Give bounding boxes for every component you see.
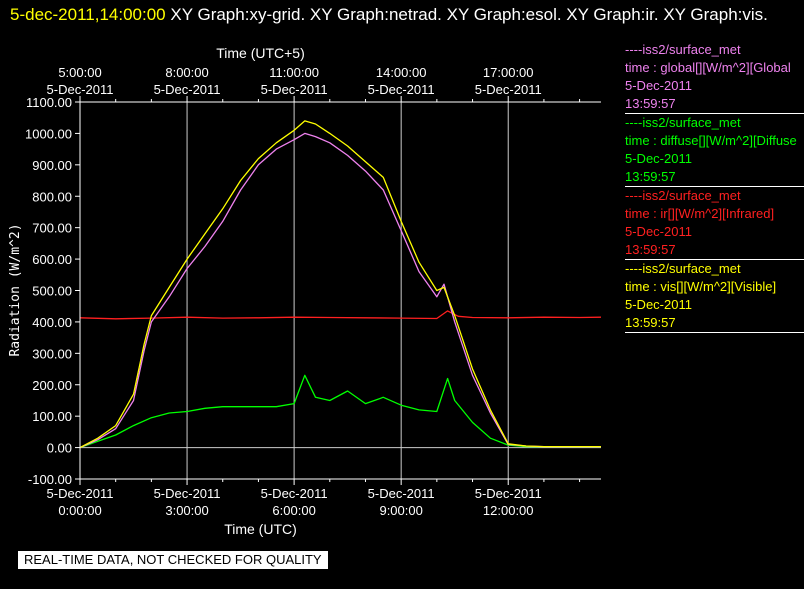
series-line-ir [79,310,602,320]
chart-labels: 1100.00 1000.00 900.00 800.00 700.00 600.00 50… [8,45,542,537]
x-tick-label-time: 9:00:00 [379,503,422,518]
legend-time: 13:59:57 [625,169,676,184]
x-tick-label-date: 5-Dec-2011 [475,486,542,501]
disclaimer: REAL-TIME DATA, NOT CHECKED FOR QUALITY [18,551,328,569]
y-tick-label: 0.00 [47,441,72,456]
legend-source: ----iss2/surface_met [625,188,741,203]
series-line-diffuse [79,374,601,449]
legend-date: 5-Dec-2011 [625,224,692,239]
top-tick-label-time: 11:00:00 [269,65,319,80]
legend-separator [625,259,804,260]
y-tick-label: 200.00 [32,378,72,393]
x-tick-label-time: 0:00:00 [58,503,101,518]
y-tick-label: 800.00 [32,189,72,204]
legend-variable: time : ir[][W/m^2][Infrared] [625,206,775,221]
chart-axes [75,96,601,485]
y-tick-label: 1000.00 [25,126,72,141]
top-tick-label-date: 5-Dec-2011 [475,82,542,97]
x-tick-label-time: 12:00:00 [483,503,534,518]
legend-source: ----iss2/surface_met [625,261,741,276]
chart-grid [80,102,601,479]
y-tick-label: 100.00 [32,409,72,424]
y-tick-label: 700.00 [32,221,72,236]
legend-separator [625,186,804,187]
legend-time: 13:59:57 [625,242,676,257]
legend-separator [625,113,804,114]
x-tick-label-time: 3:00:00 [165,503,208,518]
header-datetime: 5-dec-2011,14:00:00 [10,5,166,24]
y-tick-label: 300.00 [32,346,72,361]
top-tick-label-date: 5-Dec-2011 [368,82,435,97]
y-tick-label: 1100.00 [26,95,72,110]
x-tick-label-time: 6:00:00 [272,503,315,518]
legend-source: ----iss2/surface_met [625,42,741,57]
x-tick-label-date: 5-Dec-2011 [368,486,435,501]
legend-source: ----iss2/surface_met [625,115,741,130]
y-tick-label: 500.00 [32,284,72,299]
legend-variable: time : vis[][W/m^2][Visible] [625,279,777,294]
x-tick-label-date: 5-Dec-2011 [261,486,328,501]
graph-header: 5-dec-2011,14:00:00 XY Graph:xy-grid. XY… [10,3,800,26]
legend-time: 13:59:57 [625,96,676,111]
y-tick-label: 600.00 [32,252,72,267]
x-tick-label-date: 5-Dec-2011 [47,486,114,501]
top-tick-label-time: 5:00:00 [58,65,101,80]
top-tick-label-date: 5-Dec-2011 [47,82,114,97]
y-tick-label: 400.00 [32,315,72,330]
top-tick-label-time: 17:00:00 [483,65,534,80]
header-graph-list: XY Graph:xy-grid. XY Graph:netrad. XY Gr… [170,5,768,24]
x-axis-title: Time (UTC) [224,521,297,537]
x2-axis-title: Time (UTC+5) [216,45,305,61]
legend-date: 5-Dec-2011 [625,78,692,93]
y-tick-label: 900.00 [32,158,72,173]
series-line-vis [79,120,601,449]
series-line-global [79,132,601,449]
y-axis-title: Radiation (W/m^2) [8,223,23,356]
top-tick-label-date: 5-Dec-2011 [154,82,221,97]
y-tick-label: -100.00 [28,472,72,487]
legend-date: 5-Dec-2011 [625,151,692,166]
legend-date: 5-Dec-2011 [625,297,692,312]
top-tick-label-time: 14:00:00 [376,65,427,80]
top-tick-label-time: 8:00:00 [165,65,208,80]
chart-series [79,120,602,449]
legend-time: 13:59:57 [625,315,676,330]
legend-separator [625,332,804,333]
x-tick-label-date: 5-Dec-2011 [154,486,221,501]
legend-variable: time : global[][W/m^2][Global [625,60,791,75]
legend-variable: time : diffuse[][W/m^2][Diffuse [625,133,797,148]
top-tick-label-date: 5-Dec-2011 [261,82,328,97]
